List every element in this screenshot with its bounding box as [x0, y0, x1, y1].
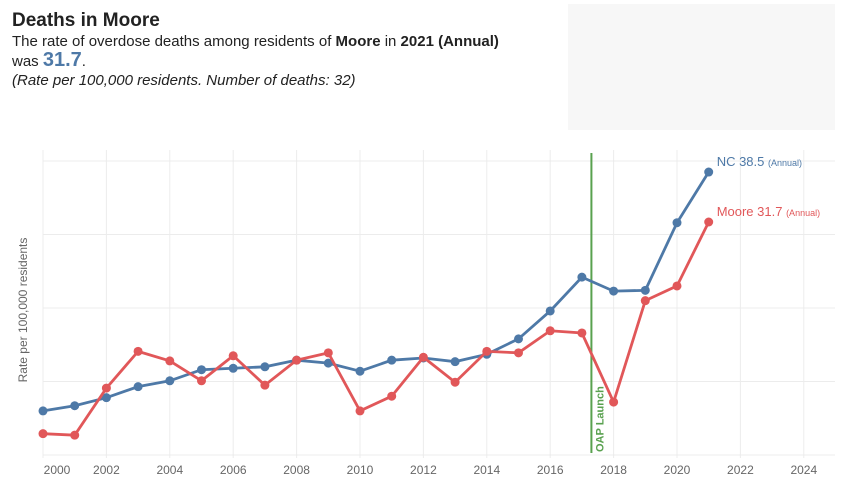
rate-value: 31.7: [42, 49, 82, 71]
data-point-moore: [704, 217, 714, 227]
x-tick-label: 2018: [600, 463, 627, 477]
x-tick-label: 2000: [44, 463, 71, 477]
data-point-nc: [260, 362, 270, 372]
x-tick-label: 2004: [156, 463, 183, 477]
data-point-moore: [101, 383, 111, 393]
x-tick-label: 2002: [93, 463, 120, 477]
summary-text: .: [81, 53, 86, 70]
data-point-nc: [704, 167, 714, 177]
value-line: was 31.7.: [12, 49, 499, 71]
annotation-label: OAP Launch: [594, 386, 606, 452]
data-point-nc: [450, 357, 460, 367]
x-tick-label: 2010: [347, 463, 374, 477]
data-point-nc: [165, 376, 175, 386]
series-line-moore: [42, 221, 710, 437]
data-point-nc: [514, 334, 523, 344]
x-tick-label: 2006: [220, 463, 247, 477]
data-point-moore: [70, 430, 80, 440]
data-point-moore: [672, 281, 682, 291]
data-point-nc: [228, 363, 238, 373]
data-point-nc: [387, 355, 397, 365]
data-point-nc: [133, 382, 143, 392]
data-point-moore: [197, 376, 206, 386]
end-label-moore: Moore 31.7 (Annual): [717, 204, 820, 219]
period: (Annual): [438, 33, 499, 50]
data-point-moore: [514, 348, 523, 358]
data-point-moore: [609, 397, 619, 407]
county-name: Moore: [335, 33, 381, 50]
x-tick-label: 2024: [790, 463, 817, 477]
summary-text: in: [380, 33, 401, 50]
x-tick-label: 2014: [473, 463, 500, 477]
side-panel: [568, 4, 835, 130]
data-point-moore: [260, 380, 270, 390]
x-tick-label: 2012: [410, 463, 437, 477]
data-point-nc: [640, 285, 650, 295]
data-point-nc: [545, 306, 555, 316]
data-point-nc: [577, 272, 587, 282]
page-title: Deaths in Moore: [12, 10, 160, 31]
data-point-moore: [292, 355, 302, 365]
data-point-moore: [228, 351, 238, 361]
x-tick-label: 2016: [537, 463, 564, 477]
series-line-nc: [42, 171, 710, 413]
data-point-nc: [197, 365, 206, 375]
data-point-moore: [38, 429, 48, 439]
x-tick-label: 2022: [727, 463, 754, 477]
data-point-nc: [609, 286, 619, 296]
summary-text: The rate of overdose deaths among reside…: [12, 33, 336, 50]
y-axis-label: Rate per 100,000 residents: [16, 238, 30, 383]
data-point-nc: [101, 393, 111, 403]
data-point-nc: [355, 366, 365, 376]
data-point-moore: [133, 346, 143, 356]
x-tick-label: 2008: [283, 463, 310, 477]
data-point-moore: [418, 352, 428, 362]
x-tick-label: 2020: [664, 463, 691, 477]
rate-note: (Rate per 100,000 residents. Number of d…: [12, 72, 356, 89]
end-label-nc: NC 38.5 (Annual): [717, 154, 802, 169]
data-point-nc: [323, 358, 333, 368]
data-point-moore: [482, 346, 492, 356]
data-point-nc: [672, 218, 682, 228]
data-point-moore: [450, 377, 460, 387]
data-point-moore: [577, 328, 587, 338]
data-point-moore: [323, 348, 333, 358]
summary-line: The rate of overdose deaths among reside…: [12, 32, 499, 51]
year: 2021: [400, 33, 434, 50]
data-point-moore: [355, 406, 365, 416]
data-point-moore: [545, 326, 555, 336]
data-point-moore: [387, 391, 397, 401]
data-point-moore: [640, 296, 650, 306]
summary-text: was: [12, 53, 43, 70]
header: Deaths in Moore The rate of overdose dea…: [12, 10, 499, 90]
data-point-moore: [165, 356, 175, 366]
data-point-nc: [70, 401, 80, 411]
data-point-nc: [38, 406, 48, 416]
